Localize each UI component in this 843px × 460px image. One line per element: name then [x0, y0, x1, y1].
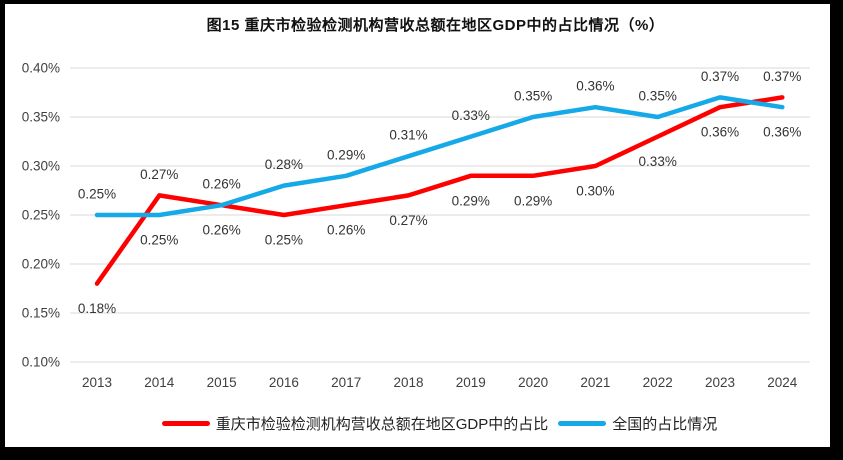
x-tick-label: 2021	[580, 375, 610, 390]
x-tick-label: 2024	[767, 375, 798, 390]
chart-background	[5, 4, 830, 447]
legend-item-chongqing: 重庆市检验检测机构营收总额在地区GDP中的占比	[161, 413, 549, 434]
data-label-chongqing: 0.33%	[639, 154, 677, 169]
data-label-chongqing: 0.27%	[389, 213, 427, 228]
legend: 重庆市检验检测机构营收总额在地区GDP中的占比 全国的占比情况	[0, 413, 843, 434]
data-label-chongqing: 0.37%	[763, 69, 801, 84]
y-tick-label: 0.20%	[22, 257, 60, 272]
x-tick-label: 2015	[207, 375, 237, 390]
x-tick-label: 2023	[705, 375, 735, 390]
x-tick-label: 2019	[456, 375, 486, 390]
x-tick-label: 2017	[331, 375, 361, 390]
data-label-chongqing: 0.25%	[265, 233, 303, 248]
x-tick-label: 2014	[144, 375, 175, 390]
data-label-chongqing: 0.29%	[452, 193, 490, 208]
data-label-chongqing: 0.27%	[140, 167, 178, 182]
legend-swatch-red-line	[161, 421, 210, 426]
data-label-chongqing: 0.26%	[202, 177, 240, 192]
data-label-chongqing: 0.30%	[576, 184, 614, 199]
data-label-national: 0.25%	[78, 187, 116, 202]
data-label-national: 0.28%	[265, 157, 303, 172]
y-tick-label: 0.40%	[22, 61, 60, 76]
data-label-national: 0.31%	[389, 128, 427, 143]
data-label-national: 0.37%	[701, 69, 739, 84]
legend-item-national: 全国的占比情况	[558, 413, 717, 434]
y-tick-label: 0.25%	[22, 208, 60, 223]
data-label-national: 0.35%	[639, 89, 677, 104]
y-tick-label: 0.10%	[22, 355, 60, 370]
legend-swatch-blue-line	[558, 421, 607, 426]
legend-label-chongqing: 重庆市检验检测机构营收总额在地区GDP中的占比	[215, 416, 549, 433]
chart-title: 图15 重庆市检验检测机构营收总额在地区GDP中的占比情况（%）	[206, 17, 665, 34]
x-tick-label: 2018	[393, 375, 423, 390]
data-label-national: 0.33%	[452, 108, 490, 123]
data-label-chongqing: 0.18%	[78, 301, 116, 316]
data-label-national: 0.25%	[140, 233, 178, 248]
data-label-chongqing: 0.26%	[327, 223, 365, 238]
x-tick-label: 2016	[269, 375, 299, 390]
x-tick-label: 2022	[643, 375, 673, 390]
legend-label-national: 全国的占比情况	[612, 416, 718, 433]
data-label-national: 0.36%	[763, 125, 801, 140]
data-label-national: 0.29%	[327, 147, 365, 162]
series-line-chongqing	[94, 95, 785, 286]
y-tick-label: 0.35%	[22, 110, 60, 125]
x-tick-label: 2013	[82, 375, 112, 390]
x-tick-label: 2020	[518, 375, 548, 390]
y-tick-label: 0.15%	[22, 306, 60, 321]
data-label-national: 0.36%	[576, 79, 614, 94]
y-tick-label: 0.30%	[22, 159, 60, 174]
data-label-chongqing: 0.29%	[514, 193, 552, 208]
data-label-national: 0.35%	[514, 89, 552, 104]
data-label-national: 0.26%	[202, 223, 240, 238]
series-line-national	[94, 95, 785, 218]
data-label-chongqing: 0.36%	[701, 125, 739, 140]
